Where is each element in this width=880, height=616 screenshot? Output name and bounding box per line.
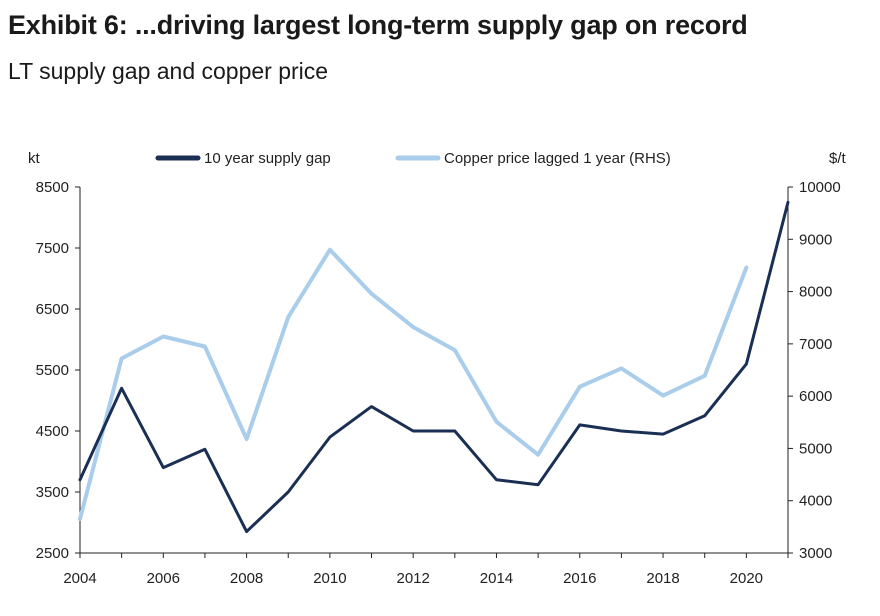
- x-tick-label: 2016: [563, 570, 596, 587]
- right-tick-label: 6000: [799, 388, 832, 405]
- chart-subtitle: LT supply gap and copper price: [8, 58, 329, 84]
- left-tick-label: 7500: [36, 240, 69, 257]
- legend-label-supply-gap: 10 year supply gap: [204, 150, 331, 167]
- right-tick-label: 3000: [799, 545, 832, 562]
- right-tick-label: 10000: [799, 179, 841, 196]
- series-line-supply-gap: [78, 200, 790, 534]
- right-tick-label: 5000: [799, 440, 832, 457]
- chart-title: Exhibit 6: ...driving largest long-term …: [8, 10, 748, 40]
- left-tick-label: 6500: [36, 301, 69, 318]
- x-tick-label: 2020: [730, 570, 763, 587]
- left-tick-label: 4500: [36, 423, 69, 440]
- left-tick-label: 8500: [36, 179, 69, 196]
- left-tick-label: 2500: [36, 545, 69, 562]
- x-tick-label: 2012: [396, 570, 429, 587]
- x-tick-label: 2004: [63, 570, 96, 587]
- right-tick-label: 7000: [799, 336, 832, 353]
- x-tick-label: 2008: [230, 570, 263, 587]
- left-axis-unit: kt: [28, 150, 41, 167]
- right-tick-label: 4000: [799, 493, 832, 510]
- x-tick-label: 2014: [480, 570, 513, 587]
- series-line-copper-price: [78, 247, 749, 521]
- left-tick-label: 3500: [36, 484, 69, 501]
- left-tick-label: 5500: [36, 362, 69, 379]
- chart-legend: 10 year supply gap Copper price lagged 1 …: [155, 150, 671, 167]
- chart-axes: 2500 3500 4500 5500 6500 7500 8500 3000 4000 5000…: [28, 150, 847, 587]
- right-tick-label: 9000: [799, 231, 832, 248]
- chart-series: [78, 200, 790, 534]
- x-tick-label: 2010: [313, 570, 346, 587]
- right-tick-label: 8000: [799, 284, 832, 301]
- x-tick-label: 2018: [646, 570, 679, 587]
- x-tick-label: 2006: [147, 570, 180, 587]
- legend-label-copper-price: Copper price lagged 1 year (RHS): [444, 150, 671, 167]
- right-axis-unit: $/t: [829, 150, 847, 167]
